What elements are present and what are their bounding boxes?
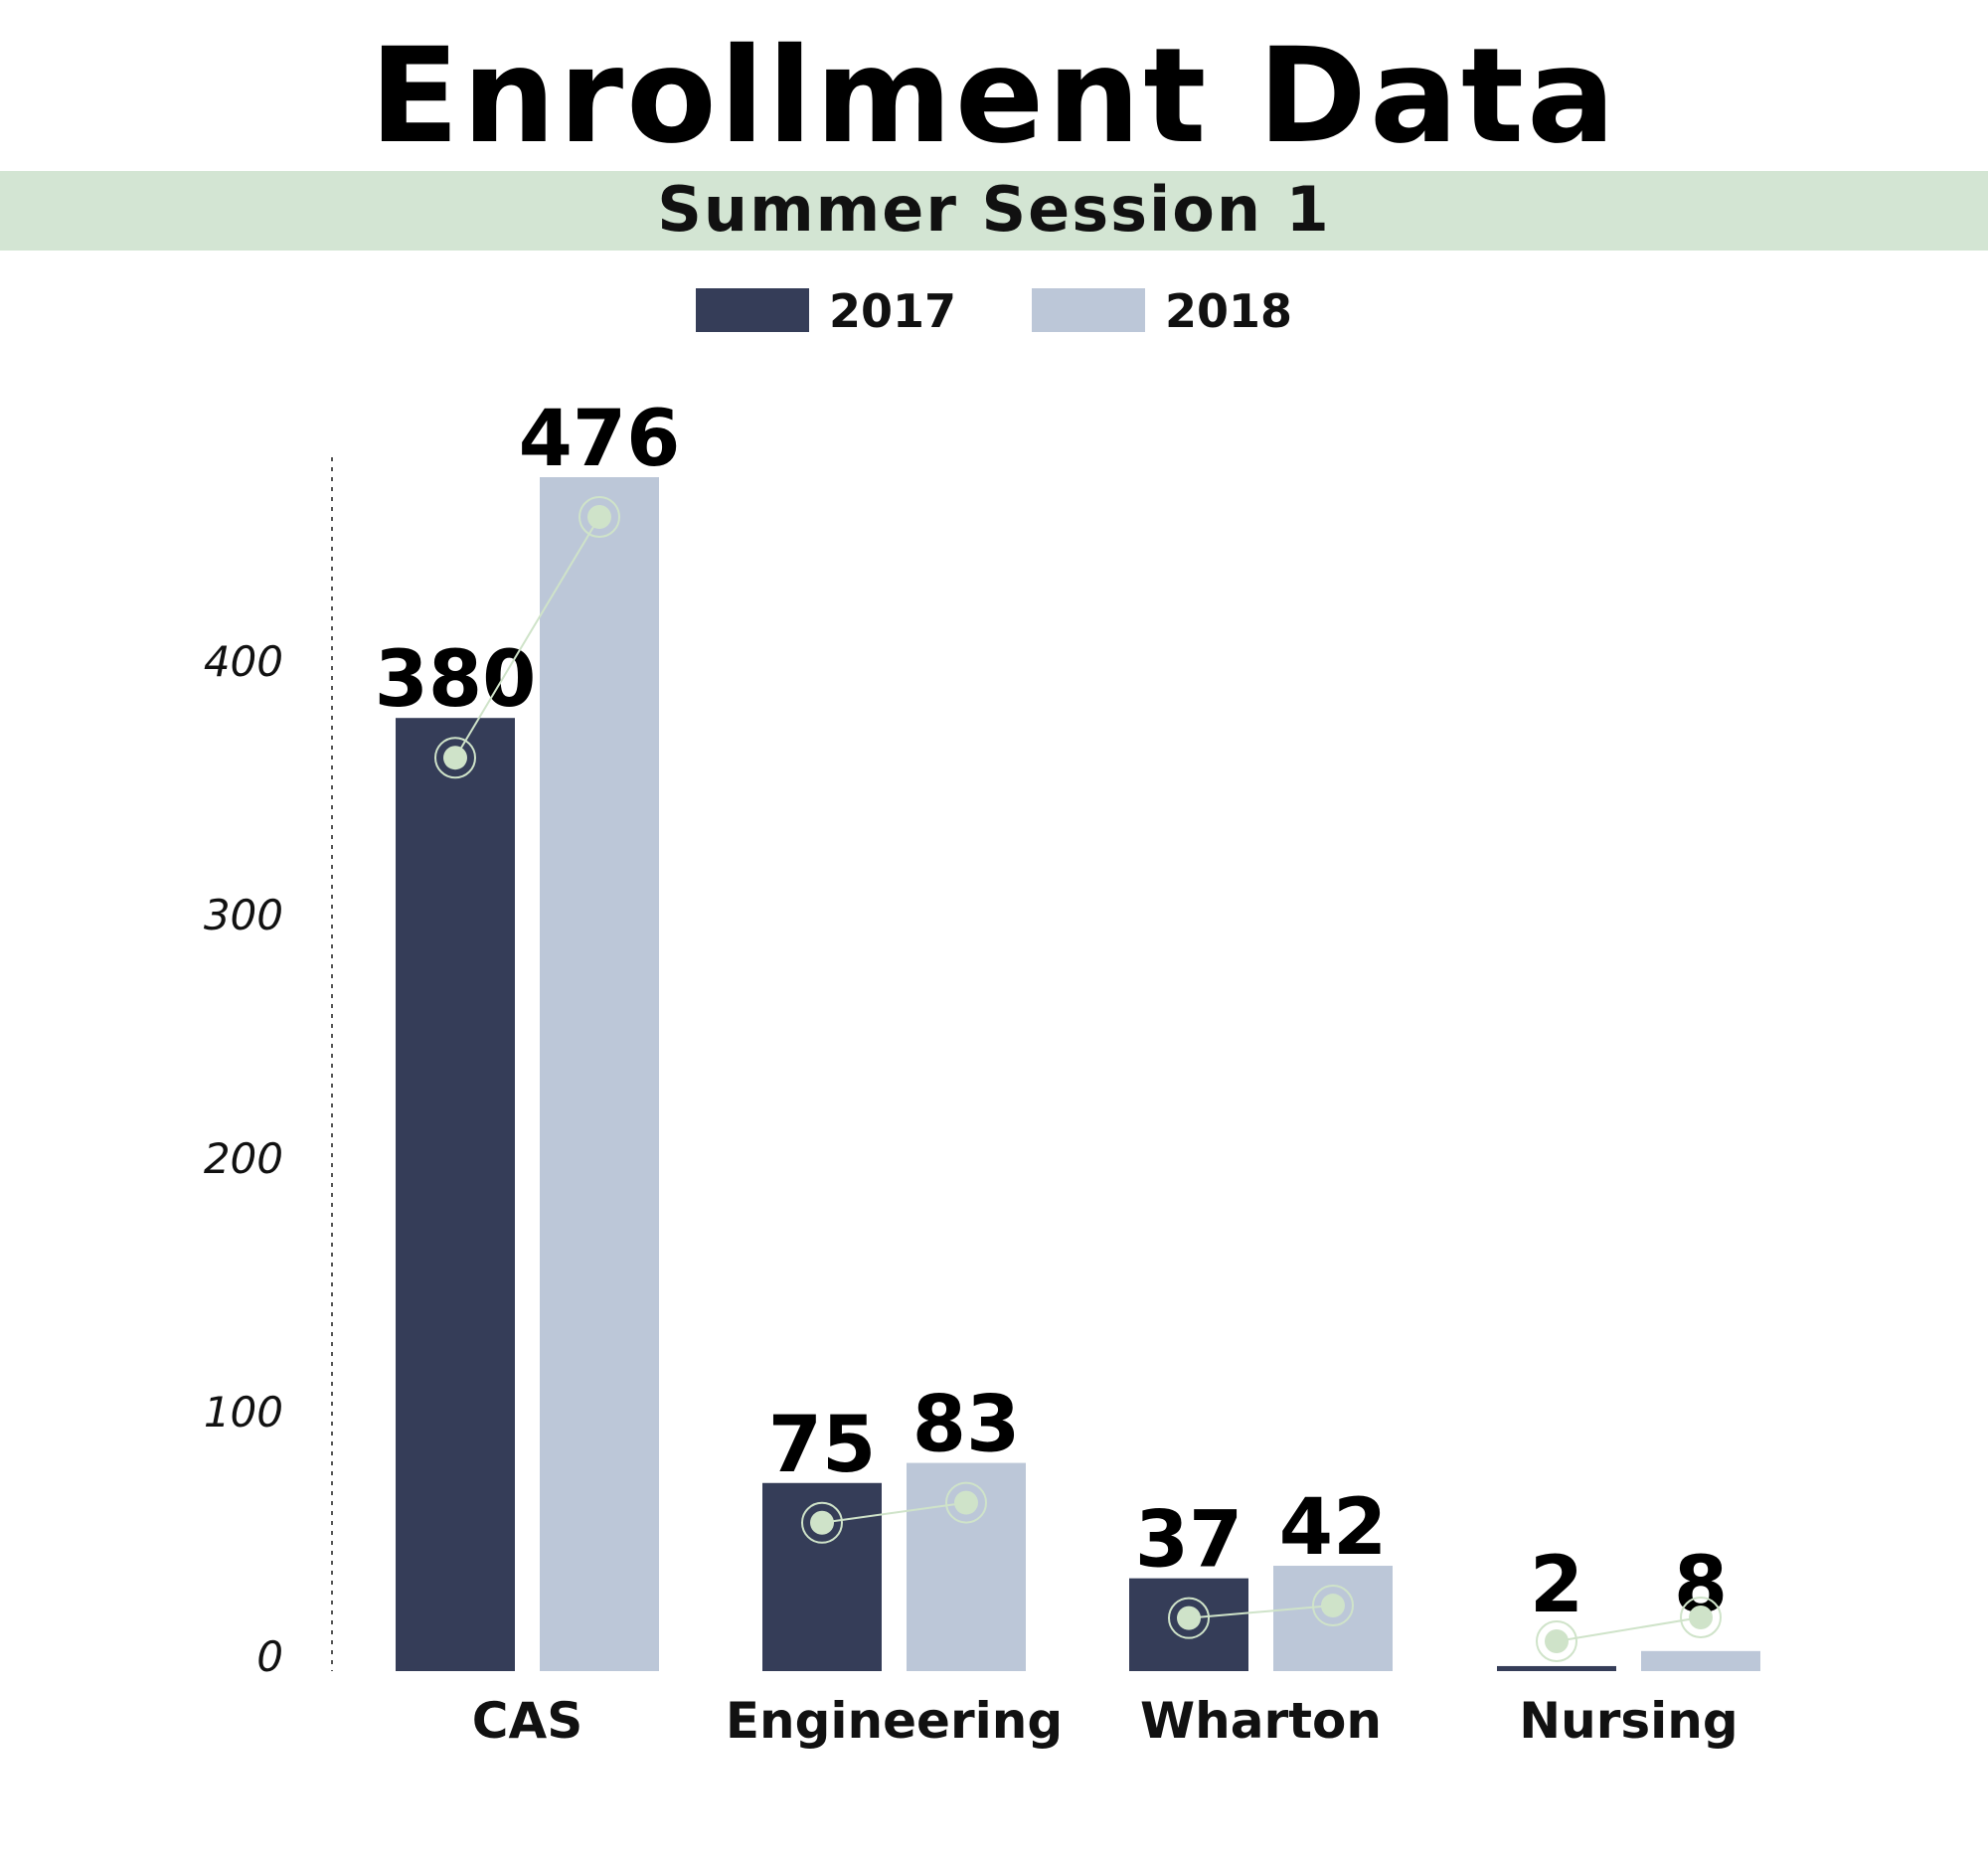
x-tick-label: Nursing bbox=[1519, 1692, 1738, 1750]
x-tick-label: CAS bbox=[472, 1692, 582, 1750]
data-label: 83 bbox=[912, 1381, 1021, 1470]
data-label: 2 bbox=[1530, 1541, 1583, 1630]
marker-dot bbox=[1177, 1606, 1201, 1630]
data-label: 476 bbox=[519, 395, 681, 484]
data-label: 380 bbox=[375, 635, 537, 725]
data-label: 37 bbox=[1135, 1496, 1243, 1586]
marker-dot bbox=[1689, 1606, 1713, 1629]
marker-ring bbox=[579, 496, 620, 538]
trend-line bbox=[1556, 1616, 1702, 1642]
marker-ring bbox=[1312, 1585, 1354, 1627]
marker-ring bbox=[801, 1501, 843, 1544]
marker-dot bbox=[587, 505, 611, 529]
data-label: 42 bbox=[1279, 1483, 1388, 1573]
trend-line bbox=[821, 1501, 967, 1524]
marker-dot bbox=[810, 1510, 834, 1535]
legend-label-2017: 2017 bbox=[829, 284, 956, 338]
y-tick-label: 200 bbox=[204, 1134, 283, 1183]
marker-ring bbox=[1168, 1597, 1210, 1639]
marker-dot bbox=[1321, 1594, 1345, 1618]
x-tick-label: Wharton bbox=[1140, 1692, 1382, 1750]
marker-dot bbox=[1545, 1629, 1569, 1653]
trend-line bbox=[454, 516, 600, 759]
x-tick-label: Engineering bbox=[726, 1692, 1063, 1750]
y-tick-label: 400 bbox=[204, 637, 283, 686]
legend-swatch-2018 bbox=[1032, 288, 1145, 332]
marker-ring bbox=[1536, 1620, 1577, 1662]
marker-ring bbox=[945, 1481, 987, 1524]
bar-nursing-2017 bbox=[1497, 1665, 1616, 1671]
bar-wharton-2018 bbox=[1273, 1566, 1393, 1671]
bar-nursing-2018 bbox=[1641, 1650, 1760, 1671]
legend-swatch-2017 bbox=[696, 288, 809, 332]
marker-dot bbox=[443, 746, 467, 770]
data-label: 75 bbox=[768, 1401, 877, 1490]
chart-title: Enrollment Data bbox=[369, 20, 1619, 173]
legend-label-2018: 2018 bbox=[1165, 284, 1292, 338]
subtitle-band bbox=[0, 171, 1988, 251]
marker-dot bbox=[954, 1490, 978, 1515]
y-tick-label: 0 bbox=[256, 1632, 283, 1681]
y-tick-label: 100 bbox=[204, 1388, 283, 1436]
y-tick-label: 300 bbox=[204, 891, 283, 939]
trend-line bbox=[1188, 1605, 1334, 1619]
bar-cas-2017 bbox=[396, 718, 515, 1671]
marker-ring bbox=[434, 737, 476, 779]
chart-subtitle: Summer Session 1 bbox=[657, 173, 1331, 246]
bar-cas-2018 bbox=[540, 477, 659, 1671]
marker-ring bbox=[1680, 1597, 1722, 1638]
